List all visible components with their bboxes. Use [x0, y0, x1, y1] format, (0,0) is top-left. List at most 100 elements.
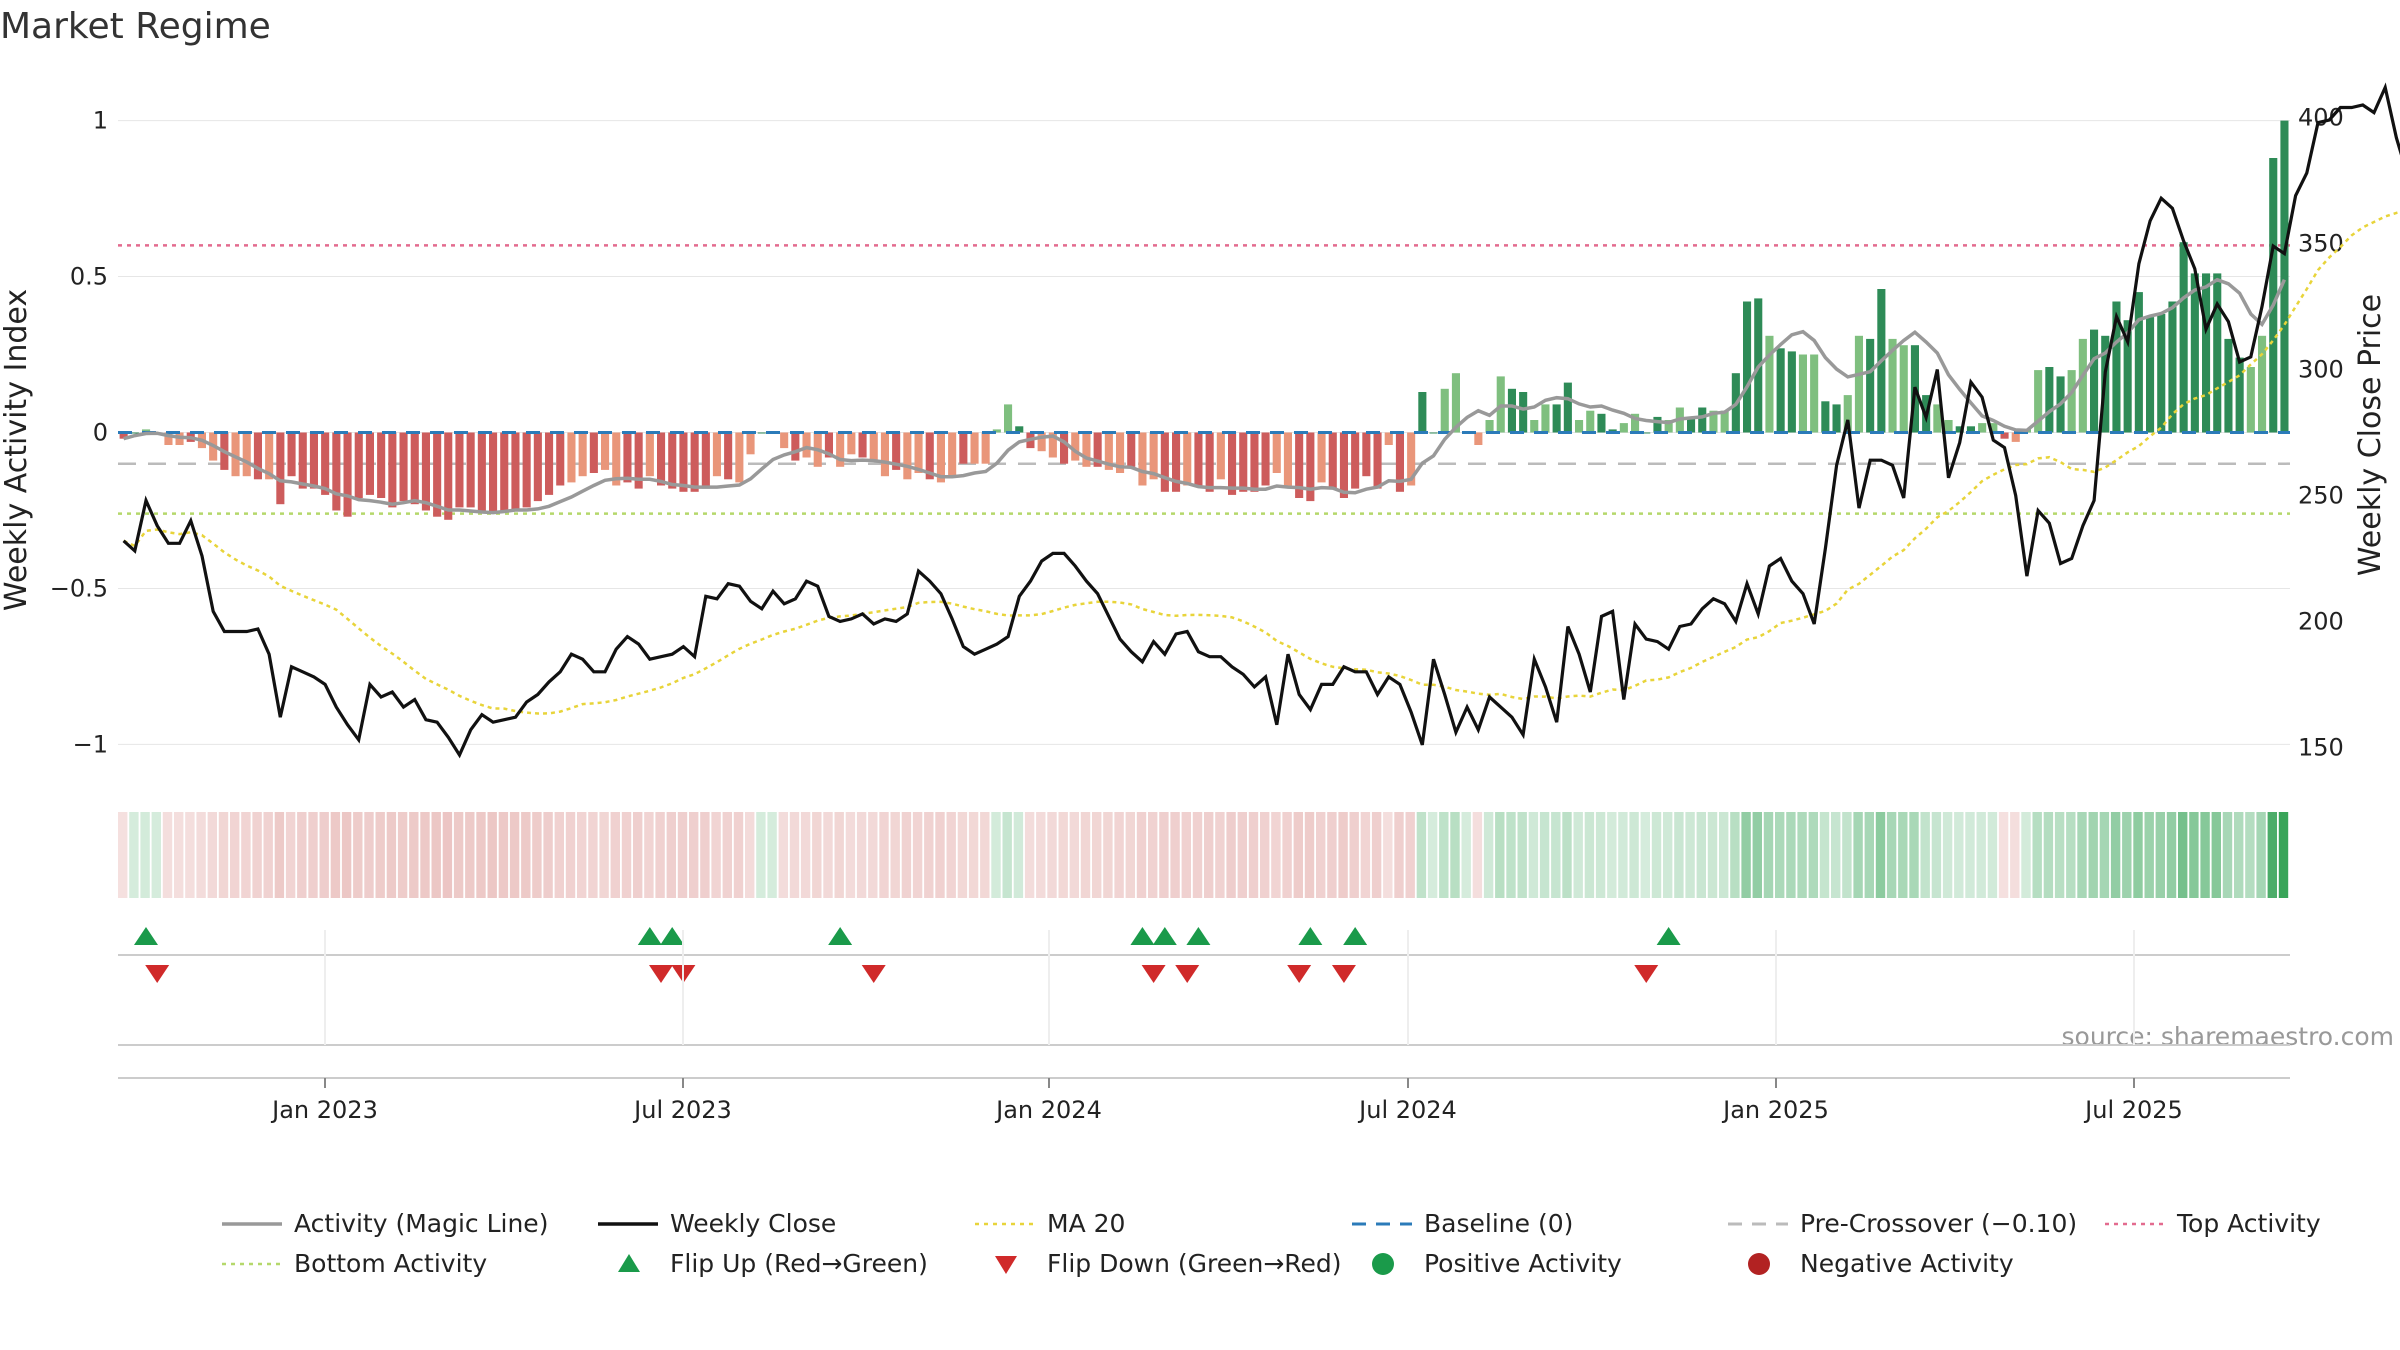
y2-tick-label: 150	[2298, 733, 2344, 761]
legend-label: Weekly Close	[670, 1209, 836, 1238]
heat-cell	[935, 812, 945, 898]
heat-cell	[230, 812, 240, 898]
legend-swatch	[618, 1254, 640, 1272]
heat-cell	[1998, 812, 2009, 898]
heat-cell	[1092, 812, 1102, 898]
activity-bar	[1619, 423, 1628, 433]
activity-bar	[1743, 301, 1752, 433]
heat-cell	[2166, 812, 2177, 898]
y-tick-label: −0.5	[50, 574, 108, 602]
activity-bar	[601, 432, 610, 470]
heat-cell	[577, 812, 587, 898]
heat-cell	[1495, 812, 1505, 898]
activity-bar	[265, 432, 274, 480]
heat-cell	[868, 812, 878, 898]
activity-bar	[858, 432, 867, 458]
heat-cell	[1707, 812, 1718, 898]
activity-bar	[925, 432, 934, 480]
flip-up-marker	[828, 927, 853, 945]
heat-cell	[1942, 812, 1953, 898]
regime-heat-strip	[118, 812, 2289, 898]
heat-cell	[1360, 812, 1371, 898]
activity-bar	[780, 432, 789, 449]
y-tick-label: 0.5	[70, 263, 108, 291]
heat-cell	[2122, 812, 2132, 898]
heat-cell	[1954, 812, 1964, 898]
chart-title: Market Regime	[0, 6, 271, 47]
activity-bar	[1295, 432, 1304, 498]
heat-cell	[1293, 812, 1303, 898]
heat-cell	[1763, 812, 1774, 898]
heat-cell	[1013, 812, 1024, 898]
activity-bar	[578, 432, 587, 477]
x-axis: Jan 2023 Jul 2023 Jan 2024 Jul 2024 Jan 2025…	[118, 930, 2290, 1124]
flip-up-marker	[1152, 927, 1177, 945]
activity-bar	[645, 432, 654, 477]
heat-cell	[1304, 812, 1315, 898]
activity-bar	[298, 432, 307, 489]
heat-cell	[2043, 812, 2054, 898]
activity-bar	[757, 432, 766, 434]
activity-bar	[2011, 432, 2020, 442]
heat-cell	[487, 812, 497, 898]
activity-bar	[847, 432, 856, 455]
heat-cell	[800, 812, 811, 898]
activity-bar	[1944, 420, 1953, 433]
activity-bar	[959, 432, 968, 464]
activity-bar	[399, 432, 408, 502]
activity-bar	[1597, 413, 1606, 433]
activity-bar	[1541, 404, 1550, 433]
heat-cell	[1103, 812, 1113, 898]
heat-cell	[207, 812, 217, 898]
heat-cell	[1024, 812, 1035, 898]
activity-bar	[309, 432, 318, 489]
activity-bar	[2202, 273, 2211, 433]
heat-cell	[2278, 812, 2289, 898]
flip-down-marker	[1175, 965, 1200, 983]
activity-bar	[1071, 432, 1080, 461]
activity-bar	[365, 432, 374, 495]
heat-cell	[856, 812, 867, 898]
activity-bar	[589, 432, 598, 473]
heat-cell	[185, 812, 195, 898]
heat-cell	[2200, 812, 2210, 898]
activity-bar	[1216, 432, 1225, 480]
activity-bar	[1843, 395, 1852, 433]
legend-label: Positive Activity	[1424, 1249, 1622, 1278]
heat-cell	[554, 812, 564, 898]
activity-bar	[1933, 404, 1942, 433]
activity-bar	[1989, 423, 1998, 433]
activity-bar	[1810, 354, 1819, 433]
activity-bar	[824, 432, 833, 458]
heat-cell	[498, 812, 509, 898]
activity-bar	[1205, 432, 1214, 492]
x-tick-label: Jan 2025	[1721, 1096, 1829, 1124]
activity-bar	[1687, 416, 1696, 433]
heat-cell	[1819, 812, 1830, 898]
flip-down-marker	[1141, 965, 1166, 983]
heat-cell	[2133, 812, 2143, 898]
activity-bar	[377, 432, 386, 498]
activity-bar	[1328, 432, 1337, 489]
heat-cell	[1517, 812, 1527, 898]
heat-cell	[1909, 812, 1919, 898]
activity-bar	[2078, 338, 2087, 433]
heat-cell	[1618, 812, 1628, 898]
heat-cell	[1875, 812, 1886, 898]
heat-cell	[1920, 812, 1930, 898]
activity-bar	[332, 432, 341, 511]
activity-bar	[1395, 432, 1404, 492]
activity-bar	[690, 432, 699, 492]
heat-cell	[1371, 812, 1382, 898]
heat-cell	[218, 812, 229, 898]
heat-cell	[431, 812, 441, 898]
y2-tick-label: 400	[2298, 104, 2344, 132]
activity-bar	[1362, 432, 1371, 477]
heat-cell	[521, 812, 531, 898]
flip-down-marker	[145, 965, 170, 983]
activity-bar	[1429, 432, 1438, 434]
flip-down-marker	[1634, 965, 1659, 983]
legend-item: Baseline (0)	[1352, 1209, 1573, 1238]
heat-cell	[2256, 812, 2266, 898]
activity-bar	[2179, 242, 2188, 433]
